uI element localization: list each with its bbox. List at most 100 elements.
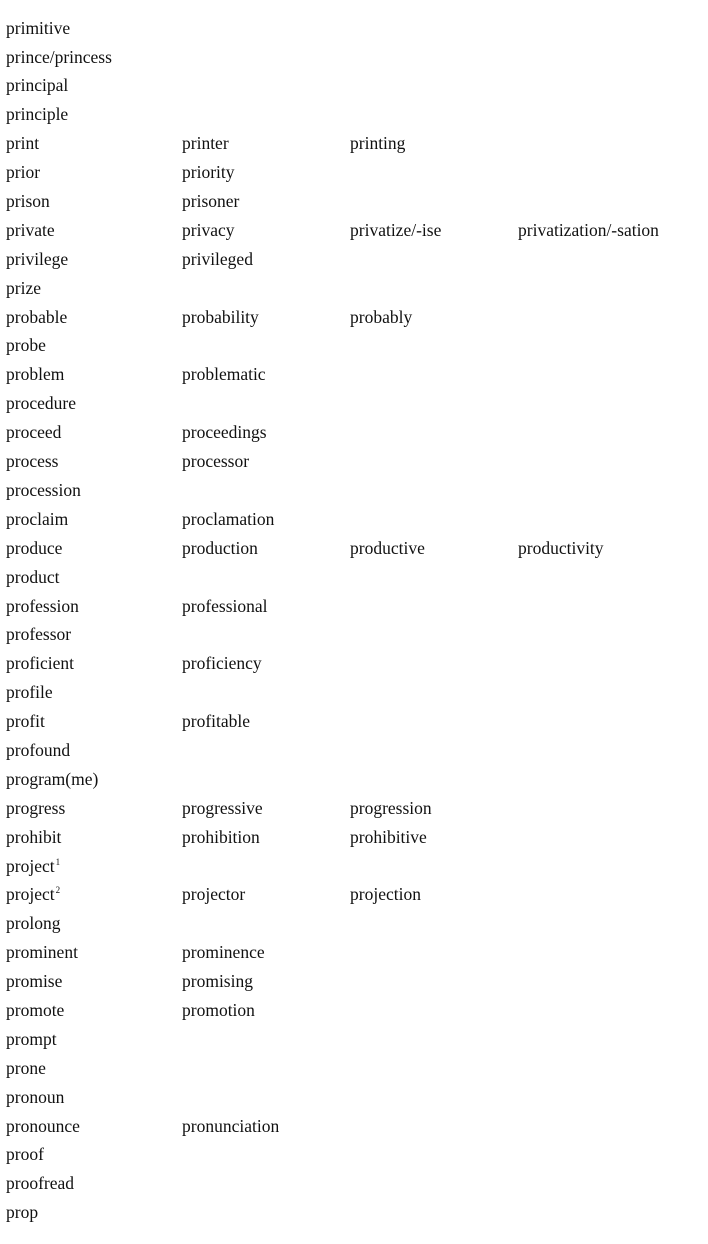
word-text: proclamation — [182, 508, 275, 529]
word-row: prolong — [6, 910, 706, 939]
word-text: promotion — [182, 999, 255, 1020]
headword: profile — [6, 682, 182, 703]
headword: proclaim — [6, 508, 182, 529]
word-text: prince/princess — [6, 46, 112, 67]
word-text: prone — [6, 1057, 46, 1078]
homograph-number: 2 — [55, 885, 61, 896]
word-text: proficient — [6, 653, 75, 674]
headword: profound — [6, 739, 182, 760]
headword: profit — [6, 712, 182, 731]
word-text: print — [6, 133, 40, 154]
headword: proofread — [6, 1175, 182, 1193]
headword: proceed — [6, 423, 182, 442]
derived-word: processor — [182, 452, 350, 471]
headword: progress — [6, 799, 182, 818]
word-text: problem — [6, 364, 65, 385]
word-row: process processor — [6, 447, 706, 476]
headword: private — [6, 221, 182, 240]
word-row: prompt — [6, 1025, 706, 1054]
word-text: proclaim — [6, 508, 69, 529]
headword: pronoun — [6, 1088, 182, 1107]
word-text: profession — [6, 595, 79, 616]
word-text: proof — [6, 1144, 44, 1165]
headword: prominent — [6, 942, 182, 963]
headword: principle — [6, 106, 182, 124]
word-text: prop — [6, 1202, 39, 1223]
word-text: privilege — [6, 248, 69, 269]
derived-word: progressive — [182, 799, 350, 818]
word-text: productivity — [518, 537, 604, 558]
word-row: procession — [6, 476, 706, 505]
headword: principal — [6, 77, 182, 95]
word-row: prop — [6, 1199, 706, 1228]
word-text: probable — [6, 306, 68, 327]
word-row: principal — [6, 72, 706, 101]
word-text: priority — [182, 162, 235, 183]
word-row: profile — [6, 678, 706, 707]
word-text: profile — [6, 682, 53, 703]
word-text: proficiency — [182, 653, 262, 674]
derived-word: promotion — [182, 999, 350, 1020]
word-text: prisoner — [182, 191, 240, 212]
headword: project1 — [6, 857, 182, 876]
headword: project2 — [6, 886, 182, 904]
word-text: prohibit — [6, 826, 62, 847]
word-text: prize — [6, 277, 41, 298]
word-text: prison — [6, 191, 50, 212]
word-row: print printer printing — [6, 130, 706, 159]
word-row: proclaim proclamation — [6, 505, 706, 534]
headword: profession — [6, 595, 182, 616]
word-row: product — [6, 563, 706, 592]
derived-word: pronunciation — [182, 1117, 350, 1136]
word-text: principal — [6, 75, 69, 96]
derived-word: professional — [182, 595, 350, 616]
word-text: probably — [350, 306, 413, 327]
word-row: proof — [6, 1141, 706, 1170]
word-row: principle — [6, 101, 706, 130]
word-row: progress progressive progression — [6, 794, 706, 823]
derived-word: privatize/-ise — [350, 221, 518, 240]
word-text: produce — [6, 537, 63, 558]
word-text: project — [6, 884, 55, 905]
headword: pronounce — [6, 1115, 182, 1136]
derived-word: projection — [350, 886, 518, 904]
derived-word: promising — [182, 972, 350, 991]
word-text: prominent — [6, 942, 78, 963]
derived-word: prominence — [182, 942, 350, 963]
derived-word: problematic — [182, 366, 350, 384]
word-row: procedure — [6, 390, 706, 419]
derived-word: priority — [182, 162, 350, 183]
word-text: projector — [182, 884, 246, 905]
derived-word: prohibitive — [350, 828, 518, 847]
word-text: profound — [6, 739, 71, 760]
word-text: prolong — [6, 913, 61, 934]
derived-word: prisoner — [182, 191, 350, 212]
word-text: primitive — [6, 17, 71, 38]
derived-word: printer — [182, 135, 350, 153]
word-text: procession — [6, 479, 81, 500]
word-text: pronounce — [6, 1115, 80, 1136]
word-text: professional — [182, 595, 268, 616]
word-row: project2 projector projection — [6, 881, 706, 910]
derived-word: privileged — [182, 248, 350, 269]
word-row: probe — [6, 332, 706, 361]
word-text: product — [6, 566, 60, 587]
headword: promise — [6, 971, 182, 992]
word-text: privileged — [182, 248, 253, 269]
word-row: professor — [6, 621, 706, 650]
headword: product — [6, 566, 182, 587]
word-row: prior priority — [6, 158, 706, 187]
word-text: promise — [6, 971, 63, 992]
word-text: promote — [6, 999, 65, 1020]
word-text: printing — [350, 133, 406, 154]
word-row: proficient proficiency — [6, 650, 706, 679]
derived-word: profitable — [182, 712, 350, 731]
derived-word: productive — [350, 539, 518, 558]
word-text: prominence — [182, 942, 265, 963]
word-text: prohibition — [182, 826, 260, 847]
word-text: progression — [350, 797, 432, 818]
derived-word: production — [182, 539, 350, 558]
word-row: prominent prominence — [6, 939, 706, 968]
headword: proof — [6, 1146, 182, 1164]
derived-word: printing — [350, 135, 518, 153]
